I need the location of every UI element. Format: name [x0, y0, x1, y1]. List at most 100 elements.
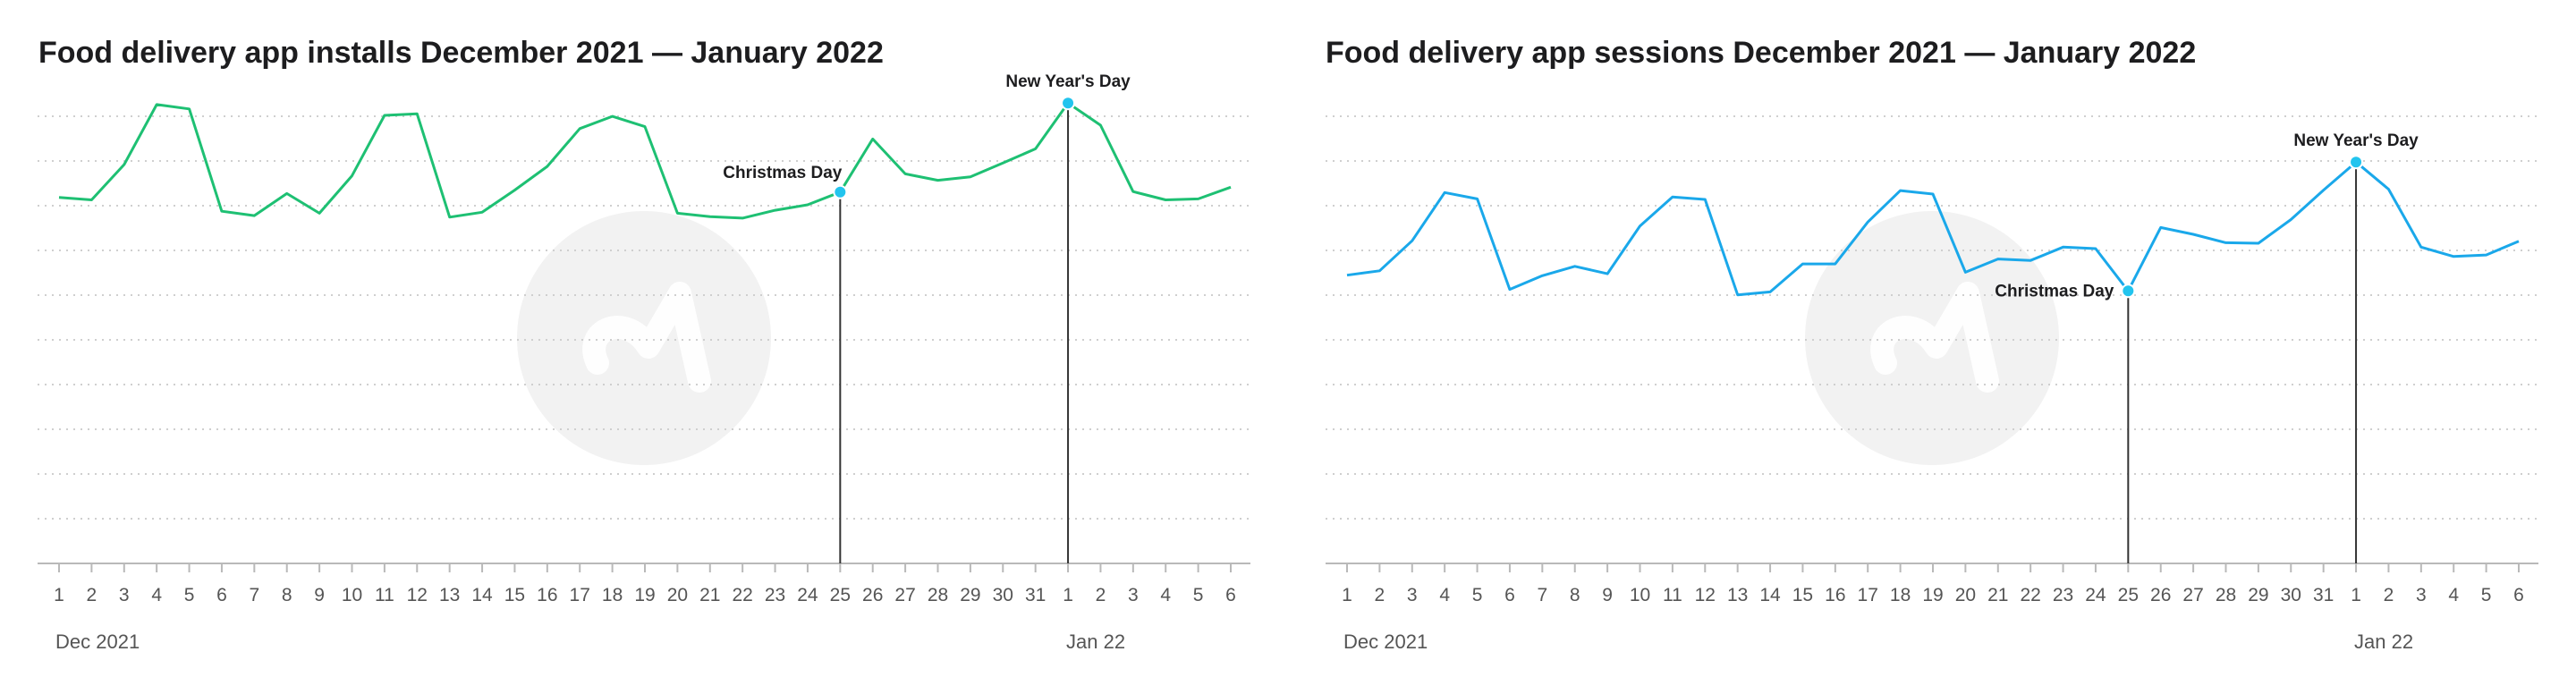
x-tick-label: 1 [2351, 585, 2361, 605]
annotation-marker [1061, 96, 1076, 111]
x-tick-label: 20 [1955, 585, 1976, 605]
x-tick-label: 3 [2416, 585, 2427, 605]
x-tick-label: 6 [2513, 585, 2524, 605]
x-tick-label: 22 [2020, 585, 2040, 605]
x-tick-label: 25 [830, 585, 851, 605]
period-label: Jan 22 [2354, 630, 2413, 653]
x-tick-label: 12 [1695, 585, 1716, 605]
x-tick-label: 2 [1375, 585, 1385, 605]
installs-line-chart: 1 2 3 4 5 6 7 8 9 10 11 12 13 14 15 16 17 18 19 20 21 22 23 24 2… [38, 72, 1250, 653]
x-tick-label: 8 [282, 585, 292, 605]
x-tick-label: 21 [1987, 585, 2008, 605]
x-tick-label: 22 [732, 585, 752, 605]
x-tick-label: 6 [1225, 585, 1236, 605]
chart-title: Food delivery app installs December 2021… [38, 36, 884, 70]
x-tick-label: 2 [2384, 585, 2394, 605]
x-tick-label: 20 [667, 585, 688, 605]
annotation-label: Christmas Day [723, 164, 842, 182]
x-tick-label: 2 [1096, 585, 1106, 605]
period-label: Dec 2021 [1343, 630, 1428, 653]
x-tick-label: 27 [2182, 585, 2203, 605]
gridlines [38, 115, 1250, 520]
x-tick-label: 23 [765, 585, 785, 605]
x-tick-label: 12 [407, 585, 428, 605]
x-tick-label: 3 [1128, 585, 1139, 605]
x-tick-label: 5 [2481, 585, 2492, 605]
x-tick-label: 14 [1759, 585, 1781, 605]
x-tick-label: 13 [439, 585, 460, 605]
x-tick-label: 26 [862, 585, 883, 605]
x-tick-label: 7 [1537, 585, 1547, 605]
sessions-line-chart: 1 2 3 4 5 6 7 8 9 10 11 12 13 14 15 16 17 18 19 20 21 22 23 24 2… [1326, 115, 2538, 653]
x-tick-label: 26 [2150, 585, 2171, 605]
x-tick-label: 3 [1407, 585, 1418, 605]
sessions-chart-panel: Food delivery app sessions December 2021… [1288, 0, 2576, 677]
x-tick-label: 4 [1160, 585, 1171, 605]
series-line [1346, 160, 2520, 297]
installs-chart-panel: Food delivery app installs December 2021… [38, 36, 1250, 653]
x-tick-label: 30 [993, 585, 1013, 605]
x-tick-label: 19 [634, 585, 655, 605]
x-tick-label: 4 [1439, 585, 1450, 605]
x-tick-label: 21 [699, 585, 720, 605]
series-line [58, 101, 1232, 220]
x-tick-label: 24 [797, 585, 818, 605]
period-label: Dec 2021 [55, 630, 140, 653]
annotation-marker [2349, 155, 2364, 170]
x-tick-label: 15 [504, 585, 525, 605]
x-tick-label: 28 [928, 585, 948, 605]
x-tick-label: 10 [342, 585, 362, 605]
x-tick-label: 16 [537, 585, 557, 605]
x-tick-label: 2 [87, 585, 97, 605]
adjust-logo-icon [1805, 211, 2059, 465]
chart-title: Food delivery app sessions December 2021… [1326, 36, 2197, 70]
x-tick-label: 1 [54, 585, 64, 605]
x-tick-label: 11 [375, 585, 394, 605]
x-tick-label: 11 [1663, 585, 1682, 605]
x-tick-label: 15 [1792, 585, 1813, 605]
x-tick-label: 27 [894, 585, 915, 605]
x-tick-label: 23 [2053, 585, 2073, 605]
x-tick-label: 17 [1858, 585, 1878, 605]
x-tick-label: 7 [249, 585, 259, 605]
x-tick-label: 1 [1063, 585, 1073, 605]
x-tick-label: 9 [314, 585, 325, 605]
annotation-label: New Year's Day [1005, 72, 1131, 91]
annotation-marker [2121, 283, 2136, 299]
annotation-label: Christmas Day [1995, 282, 2114, 300]
x-tick-label: 31 [1025, 585, 1046, 605]
x-tick-label: 4 [2448, 585, 2459, 605]
x-tick-label: 8 [1570, 585, 1580, 605]
gridlines [1326, 115, 2538, 520]
x-tick-label: 6 [1504, 585, 1515, 605]
x-tick-label: 29 [2248, 585, 2268, 605]
x-tick-label: 17 [570, 585, 590, 605]
x-tick-label: 25 [2118, 585, 2139, 605]
x-tick-label: 9 [1602, 585, 1613, 605]
x-tick-label: 24 [2085, 585, 2106, 605]
x-tick-label: 10 [1630, 585, 1650, 605]
x-tick-label: 14 [471, 585, 493, 605]
x-tick-label: 18 [602, 585, 623, 605]
x-tick-label: 28 [2216, 585, 2236, 605]
adjust-logo-icon [517, 211, 771, 465]
x-tick-label: 16 [1825, 585, 1845, 605]
x-ticks: 1 2 3 4 5 6 7 8 9 10 11 12 13 14 15 16 17 18 19 20 21 22 23 24 2… [1342, 563, 2524, 605]
x-tick-label: 5 [184, 585, 195, 605]
x-tick-label: 19 [1922, 585, 1943, 605]
x-tick-label: 5 [1193, 585, 1204, 605]
x-tick-label: 3 [119, 585, 130, 605]
x-tick-label: 13 [1727, 585, 1748, 605]
x-tick-label: 31 [2313, 585, 2334, 605]
x-tick-label: 4 [151, 585, 162, 605]
x-tick-label: 1 [1342, 585, 1352, 605]
x-tick-label: 30 [2281, 585, 2301, 605]
x-ticks: 1 2 3 4 5 6 7 8 9 10 11 12 13 14 15 16 17 18 19 20 21 22 23 24 2… [54, 563, 1236, 605]
x-tick-label: 6 [216, 585, 227, 605]
x-tick-label: 29 [960, 585, 980, 605]
x-tick-label: 5 [1472, 585, 1483, 605]
period-label: Jan 22 [1066, 630, 1125, 653]
annotation-label: New Year's Day [2293, 131, 2419, 150]
x-tick-label: 18 [1890, 585, 1911, 605]
annotation-marker [833, 184, 848, 199]
